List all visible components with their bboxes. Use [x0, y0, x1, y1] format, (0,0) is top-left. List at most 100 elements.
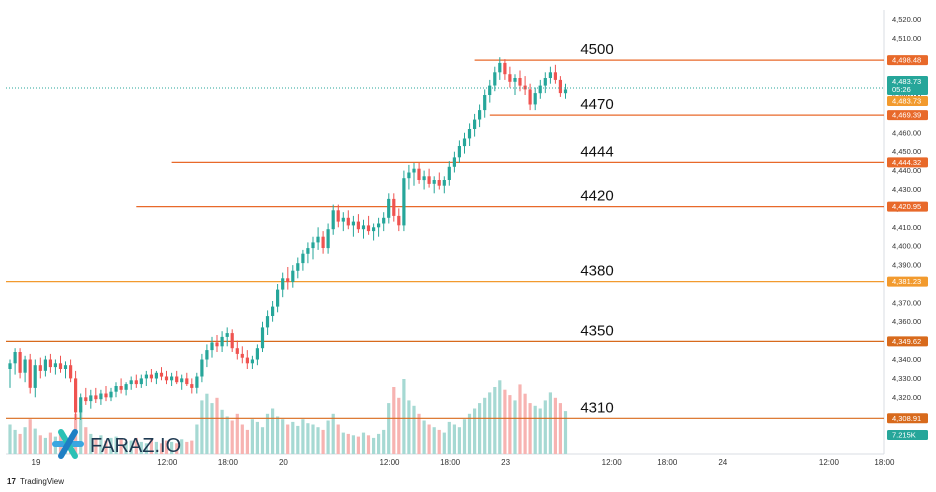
level-label: 4310 [580, 399, 613, 416]
candle-body [144, 374, 148, 379]
candle-body [387, 198, 391, 218]
candle-body [417, 168, 421, 180]
volume-bar [437, 429, 441, 454]
level-label: 4380 [580, 263, 613, 280]
candle-body [134, 380, 138, 385]
volume-bar [361, 432, 366, 454]
candle-body [356, 221, 360, 230]
y-tick-label: 4,390.00 [892, 261, 921, 270]
volume-bar [235, 413, 239, 454]
candle-body [38, 365, 42, 371]
candle-body [185, 378, 189, 385]
candle-body [13, 352, 17, 364]
candle-body [488, 85, 492, 95]
volume-bar [255, 421, 259, 454]
logo-stroke [58, 429, 78, 459]
volume-bar [356, 436, 360, 454]
volume-bar [533, 405, 537, 454]
volume-bar [442, 432, 446, 454]
volume-bar [84, 427, 88, 454]
candle-body [377, 223, 381, 228]
volume-bar [8, 424, 12, 454]
volume-bar [139, 441, 143, 454]
volume-series [8, 379, 568, 455]
level-price-tag-bg [887, 201, 928, 212]
candle-body [402, 178, 406, 226]
candle-body [346, 217, 350, 226]
volume-bar [488, 392, 492, 454]
volume-bar [508, 395, 512, 454]
volume-bar [372, 437, 376, 454]
y-tick-label: 4,360.00 [892, 317, 921, 326]
volume-bar [260, 427, 265, 454]
footer: 17 TradingView [7, 477, 64, 486]
volume-bar [190, 440, 194, 454]
candle-body [245, 357, 249, 364]
candle-body [74, 378, 78, 413]
level-price-tag: 4,420.95 [892, 202, 921, 211]
candle-body [296, 263, 300, 271]
volume-bar [473, 408, 477, 454]
candle-body [301, 253, 305, 264]
volume-bar [498, 380, 502, 454]
candle-body [58, 363, 63, 369]
y-tick-label: 4,510.00 [892, 34, 921, 43]
candle-body [311, 242, 315, 249]
candle-body [235, 348, 239, 354]
volume-bar [407, 400, 411, 454]
tradingview-label: TradingView [20, 477, 64, 486]
x-axis: 19 12:00 18:00 20 12:00 18:00 23 12:00 18:00 24 12… [32, 458, 895, 467]
candle-body [553, 72, 557, 80]
volume-bar [452, 424, 456, 454]
y-axis: 4,300.004,310.004,320.004,330.004,340.00… [887, 15, 928, 440]
current-price-secondary-tag: 4,483.73 [892, 97, 921, 106]
candle-body [180, 378, 184, 383]
volume-bar [462, 419, 467, 454]
candle-body [336, 210, 340, 222]
candle-body [316, 236, 320, 243]
volume-bar [129, 440, 133, 454]
level-label: 4500 [580, 41, 613, 58]
candle-body [220, 336, 224, 347]
volume-bar [119, 439, 123, 454]
volume-bar [200, 400, 204, 454]
watermark-logo: FARAZ.IO [52, 429, 181, 459]
volume-bar [397, 397, 401, 455]
candle-body [407, 172, 411, 179]
volume-bar [553, 397, 557, 455]
candle-body [351, 221, 355, 226]
volume-bar [114, 436, 118, 454]
candle-body [437, 180, 441, 186]
candle-body [432, 180, 436, 184]
volume-bar [427, 424, 431, 454]
y-tick-label: 4,440.00 [892, 166, 921, 175]
y-tick-label: 4,430.00 [892, 185, 921, 194]
candle-body [205, 350, 209, 360]
volume-bar [366, 435, 371, 455]
candle-body [63, 365, 68, 369]
candle-body [265, 316, 270, 328]
candle-body [109, 391, 113, 398]
current-price-tag-bg [887, 76, 928, 95]
volume-bar [382, 429, 386, 454]
current-price-secondary-tag-bg [887, 96, 928, 106]
volume-bar [331, 413, 335, 454]
volume-bar [422, 420, 426, 454]
volume-bar [548, 392, 552, 454]
volume-bar [543, 400, 547, 454]
volume-bar [457, 427, 461, 454]
volume-bar [159, 443, 164, 454]
x-tick-label: 20 [279, 458, 288, 467]
x-tick-label: 23 [501, 458, 510, 467]
candle-body [467, 129, 472, 139]
x-tick-label: 18:00 [440, 458, 461, 467]
level-price-tag: 4,498.48 [892, 56, 921, 65]
candle-body [154, 372, 158, 379]
volume-bar [180, 439, 184, 454]
volume-bar [149, 439, 153, 454]
candle-body [215, 342, 219, 347]
candle-body [48, 359, 52, 368]
volume-bar [467, 413, 472, 454]
